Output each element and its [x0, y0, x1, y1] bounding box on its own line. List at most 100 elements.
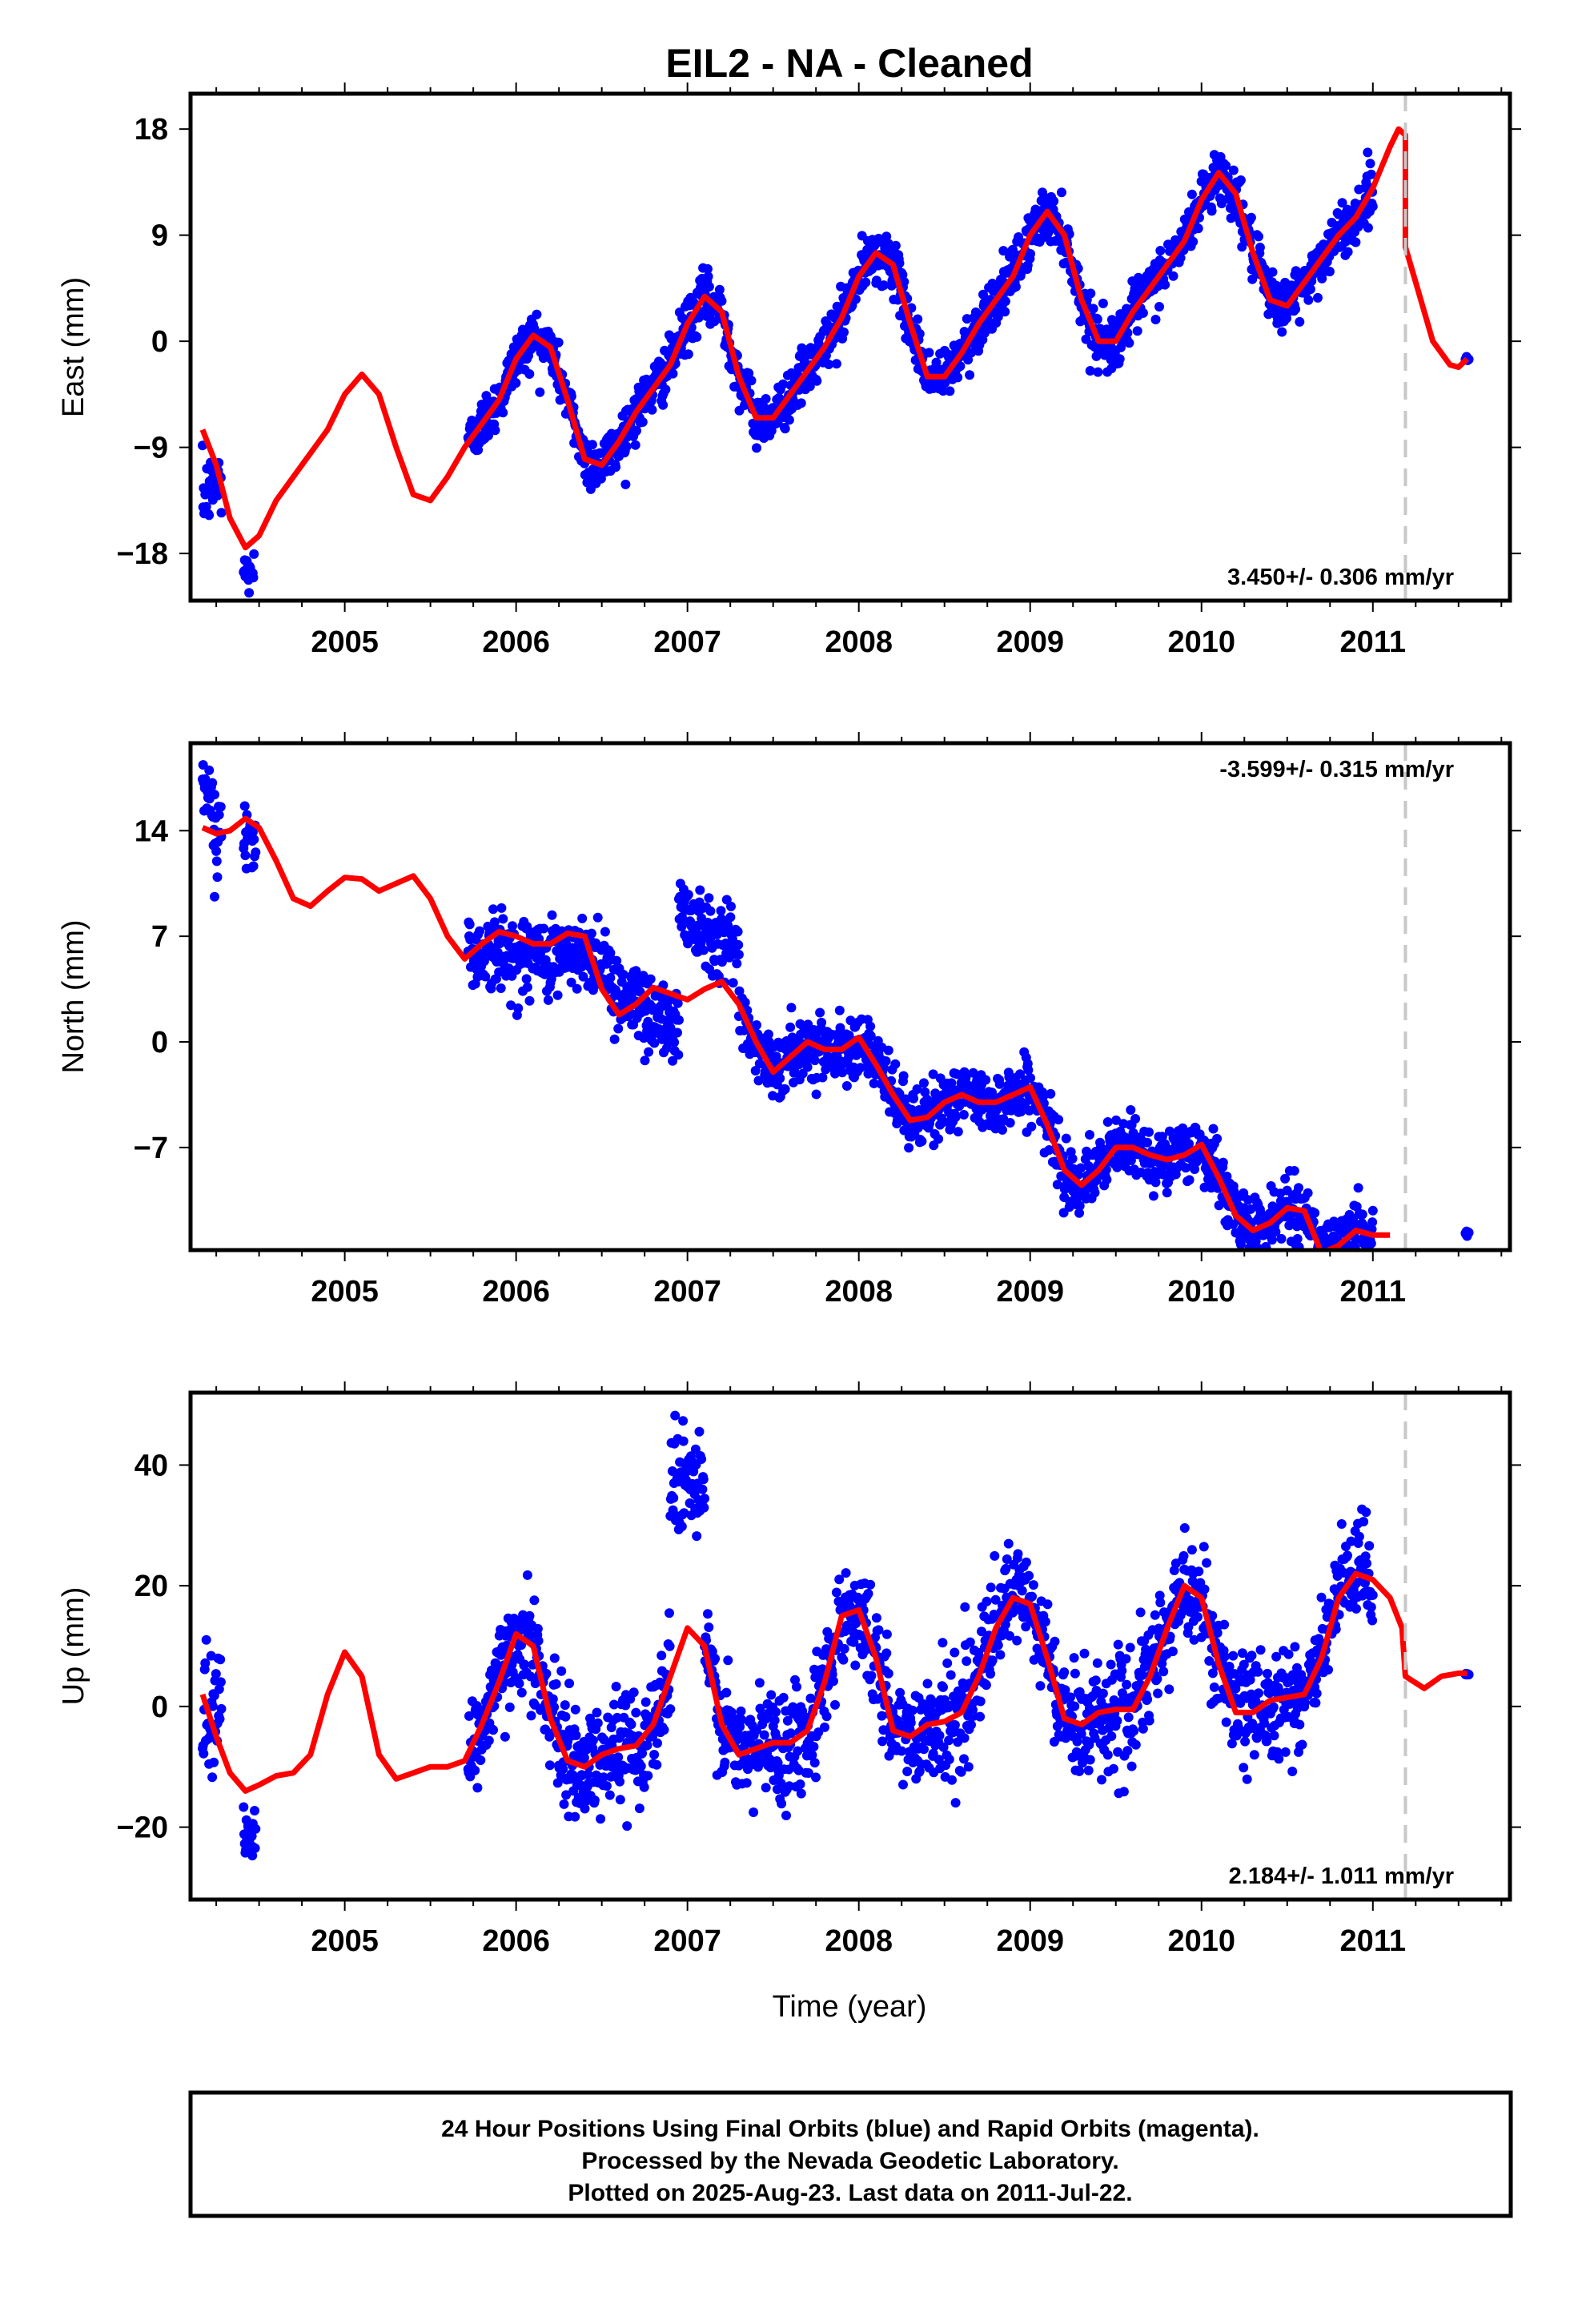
data-point: [498, 408, 508, 418]
data-point: [532, 309, 542, 320]
data-point: [917, 1136, 927, 1147]
data-point: [771, 1051, 781, 1062]
data-point: [692, 1531, 702, 1542]
data-point: [795, 1779, 805, 1789]
data-point: [1305, 284, 1315, 295]
data-point: [514, 1679, 524, 1689]
data-point: [678, 1436, 689, 1446]
data-point: [526, 1711, 536, 1721]
data-point: [592, 1718, 603, 1728]
data-point: [207, 1701, 218, 1711]
data-point: [652, 1738, 662, 1748]
data-point: [1154, 302, 1164, 312]
data-point: [583, 1769, 593, 1779]
data-point: [802, 1062, 813, 1072]
data-point: [835, 1023, 845, 1033]
data-point: [934, 1731, 945, 1741]
data-point: [200, 1658, 211, 1668]
data-point: [1086, 288, 1096, 299]
data-point: [475, 926, 484, 936]
data-point: [726, 1707, 737, 1718]
data-point: [1239, 1188, 1249, 1198]
data-point: [488, 1725, 498, 1735]
y-tick-label: 14: [135, 814, 168, 848]
data-point: [618, 970, 628, 979]
data-point: [667, 1466, 677, 1476]
data-point: [938, 1682, 948, 1692]
data-point: [551, 1679, 561, 1689]
data-point: [668, 1055, 678, 1066]
data-point: [902, 1767, 913, 1776]
data-point: [1303, 1188, 1313, 1198]
data-point: [578, 971, 588, 982]
data-point: [769, 1715, 780, 1726]
data-point: [556, 1666, 567, 1676]
data-point: [697, 1484, 708, 1494]
data-point: [1021, 1557, 1031, 1567]
data-point: [560, 1700, 570, 1711]
data-point: [913, 314, 923, 324]
data-point: [679, 1508, 689, 1518]
data-point: [632, 425, 641, 436]
data-point: [522, 982, 532, 992]
data-point: [1235, 175, 1246, 185]
data-point: [945, 386, 955, 396]
data-point: [881, 1056, 891, 1066]
data-point: [1017, 1586, 1027, 1596]
north-plot-area: [198, 760, 1474, 1274]
data-point: [965, 370, 975, 380]
data-point: [212, 872, 223, 883]
data-point: [1319, 1264, 1329, 1273]
data-point: [1351, 237, 1361, 247]
data-point: [1280, 1173, 1291, 1184]
data-point: [1271, 280, 1282, 291]
data-point: [912, 1084, 922, 1094]
data-point: [1330, 1265, 1339, 1274]
data-point: [695, 885, 705, 895]
data-point: [995, 1650, 1006, 1660]
east-plot-area: [198, 126, 1474, 598]
data-point: [694, 1426, 705, 1437]
data-point: [1035, 1681, 1046, 1691]
x-tick-label: 2009: [996, 1275, 1064, 1309]
data-point: [588, 1735, 598, 1746]
data-point: [500, 1731, 510, 1742]
data-point: [683, 939, 693, 949]
data-point: [1118, 1154, 1128, 1164]
north-model-line: [201, 815, 1391, 1250]
data-point: [725, 912, 736, 923]
data-point: [831, 1587, 841, 1598]
data-point: [644, 1047, 654, 1057]
data-point: [1010, 282, 1021, 292]
data-point: [703, 263, 713, 274]
data-point: [881, 1648, 892, 1659]
data-point: [1013, 1549, 1023, 1559]
data-point: [207, 1772, 218, 1783]
data-point: [201, 1634, 211, 1645]
data-point: [1188, 236, 1199, 247]
data-point: [966, 348, 976, 358]
data-point: [1162, 1188, 1172, 1198]
x-tick-label: 2009: [996, 625, 1064, 659]
data-point: [861, 277, 871, 287]
data-point: [1207, 206, 1217, 216]
data-point: [683, 890, 693, 900]
data-point: [956, 1767, 966, 1777]
data-point: [1294, 1183, 1303, 1193]
data-point: [1277, 327, 1287, 337]
data-point: [658, 400, 669, 410]
east-panel: 2005 2006 2007 2008 2009 2010 2011−18−90918Eas…: [57, 82, 1521, 659]
data-point: [775, 1073, 785, 1084]
y-tick-label: 0: [151, 325, 168, 359]
data-point: [1057, 187, 1066, 198]
data-point: [938, 1638, 948, 1648]
data-point: [960, 1602, 970, 1612]
data-point: [600, 927, 610, 937]
data-point: [1363, 223, 1373, 233]
data-point: [713, 971, 724, 981]
data-point: [621, 441, 632, 452]
data-point: [720, 1757, 730, 1767]
data-point: [638, 971, 648, 981]
